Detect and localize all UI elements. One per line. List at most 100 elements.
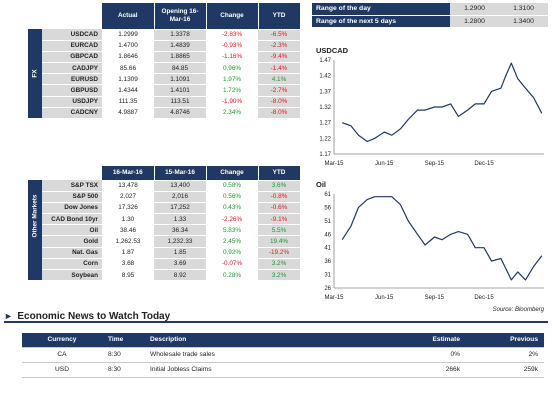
range-next-high: 1.3400 xyxy=(499,15,548,28)
other-change: 5.83% xyxy=(206,224,258,237)
other-value-1: 1.30 xyxy=(102,213,154,226)
fx-name: GBPUSD xyxy=(42,84,102,97)
other-change: -2.26% xyxy=(206,213,258,226)
fx-name: CADCNY xyxy=(42,107,102,120)
fx-value-2: 1.4101 xyxy=(154,84,206,97)
usdcad-x-tick-label: Sep-15 xyxy=(425,161,445,167)
range-next-low: 1.2800 xyxy=(450,15,499,28)
other-value-1: 3.68 xyxy=(102,258,154,271)
fx-change: 2.34% xyxy=(206,107,258,120)
news-row: CA 8:30 Wholesale trade sales 0% 2% xyxy=(22,347,544,363)
fx-section-label-text: FX xyxy=(31,69,39,78)
other-row: Corn 3.68 3.69 -0.07% 3.2% xyxy=(28,258,300,271)
other-row: CAD Bond 10yr 1.30 1.33 -2.26% -9.1% xyxy=(28,213,300,226)
other-value-1: 17,326 xyxy=(102,202,154,215)
other-header-ytd: YTD xyxy=(258,166,301,181)
other-ytd: -19.2% xyxy=(258,247,300,259)
other-value-1: 13,478 xyxy=(102,180,154,192)
other-value-1: 8.95 xyxy=(102,269,154,282)
other-name: Oil xyxy=(42,224,102,237)
other-ytd: 3.2% xyxy=(258,258,300,271)
other-name: Dow Jones xyxy=(42,202,102,215)
range-table-container: Range of the day 1.2900 1.3100 Range of … xyxy=(312,3,548,28)
oil-y-tick-label: 41 xyxy=(324,246,331,252)
other-name: Soybean xyxy=(42,269,102,282)
fx-ytd: -6.5% xyxy=(258,29,300,41)
other-value-2: 1.85 xyxy=(154,247,206,259)
other-name: Gold xyxy=(42,235,102,248)
other-ytd: -9.1% xyxy=(258,213,300,226)
range-table: Range of the day 1.2900 1.3100 Range of … xyxy=(312,3,548,28)
other-name: S&P TSX xyxy=(42,180,102,192)
other-row: Other Markets S&P TSX 13,478 13,400 0.58% 3.6… xyxy=(28,180,300,282)
news-row: USD 8:30 Initial Jobless Claims 266k 259k xyxy=(22,362,544,378)
other-change: 0.56% xyxy=(206,191,258,203)
fx-value-2: 1.4839 xyxy=(154,40,206,52)
fx-ytd: -2.7% xyxy=(258,84,300,97)
range-day-label: Range of the day xyxy=(312,3,450,16)
fx-header-ytd: YTD xyxy=(258,3,301,30)
other-change: 2.45% xyxy=(206,235,258,248)
chevron-right-icon: ► xyxy=(4,311,13,321)
other-markets-table-container: 16-Mar-16 15-Mar-16 Change YTD Other Mar… xyxy=(28,166,301,282)
other-value-1: 38.46 xyxy=(102,224,154,237)
news-divider xyxy=(4,321,548,323)
other-value-2: 3.69 xyxy=(154,258,206,271)
usdcad-x-tick-label: Mar-15 xyxy=(324,161,344,167)
fx-value-1: 111.35 xyxy=(102,96,154,108)
fx-value-1: 4.9887 xyxy=(102,107,154,120)
fx-value-2: 1.8865 xyxy=(154,51,206,64)
fx-header-change: Change xyxy=(206,3,259,30)
other-section-label: Other Markets xyxy=(28,180,42,282)
fx-value-2: 84.85 xyxy=(154,62,206,75)
other-ytd: -0.6% xyxy=(258,202,300,215)
usdcad-chart-title: USDCAD xyxy=(316,46,349,55)
fx-name: EURUSD xyxy=(42,73,102,86)
other-change: 0.58% xyxy=(206,180,258,192)
other-row: Oil 38.46 36.34 5.83% 5.5% xyxy=(28,224,300,237)
news-estimate: 266k xyxy=(388,362,466,378)
oil-y-tick-label: 36 xyxy=(324,259,331,265)
range-day-high: 1.3100 xyxy=(499,3,548,16)
other-name: Nat. Gas xyxy=(42,247,102,259)
fx-value-1: 1.4700 xyxy=(102,40,154,52)
other-section-label-text: Other Markets xyxy=(31,194,39,238)
fx-name: CADJPY xyxy=(42,62,102,75)
fx-change: 1.72% xyxy=(206,84,258,97)
other-value-1: 2,027 xyxy=(102,191,154,203)
fx-ytd: -9.4% xyxy=(258,51,300,64)
other-markets-table: 16-Mar-16 15-Mar-16 Change YTD Other Mar… xyxy=(28,166,301,282)
fx-ytd: -8.0% xyxy=(258,107,300,120)
fx-value-1: 85.66 xyxy=(102,62,154,75)
fx-value-1: 1.8646 xyxy=(102,51,154,64)
other-ytd: 3.6% xyxy=(258,180,300,192)
usdcad-y-tick-label: 1.32 xyxy=(319,105,331,111)
oil-y-tick-label: 31 xyxy=(324,273,331,279)
oil-series-line xyxy=(341,196,543,281)
fx-ytd: -1.4% xyxy=(258,62,300,75)
fx-name: USDJPY xyxy=(42,96,102,108)
other-name: CAD Bond 10yr xyxy=(42,213,102,226)
news-estimate: 0% xyxy=(388,347,466,363)
other-value-2: 13,400 xyxy=(154,180,206,192)
usdcad-series-line xyxy=(341,62,543,143)
other-row: S&P 500 2,027 2,016 0.56% -0.8% xyxy=(28,191,300,203)
fx-ytd: -8.0% xyxy=(258,96,300,108)
news-header-currency: Currency xyxy=(22,333,102,348)
other-change: -0.07% xyxy=(206,258,258,271)
other-row: Dow Jones 17,326 17,252 0.43% -0.6% xyxy=(28,202,300,215)
news-time: 8:30 xyxy=(102,347,144,363)
usdcad-x-tick-label: Jun-15 xyxy=(375,161,394,167)
usdcad-y-tick-label: 1.17 xyxy=(319,152,331,158)
other-row: Soybean 8.95 8.92 0.28% 3.2% xyxy=(28,269,300,282)
oil-y-tick-label: 26 xyxy=(324,286,331,292)
news-currency: CA xyxy=(22,347,102,363)
fx-table: Actual Opening 16-Mar-16 Change YTD FX US… xyxy=(28,3,301,120)
other-ytd: 19.4% xyxy=(258,235,300,248)
fx-value-2: 1.3378 xyxy=(154,29,206,41)
fx-value-2: 1.1091 xyxy=(154,73,206,86)
other-value-2: 8.92 xyxy=(154,269,206,282)
news-header-estimate: Estimate xyxy=(388,333,466,348)
oil-chart: 26 31 36 41 46 51 56 61 Mar-15 Jun-15 Sep-15 Dec-15 xyxy=(324,192,544,301)
other-ytd: 5.5% xyxy=(258,224,300,237)
